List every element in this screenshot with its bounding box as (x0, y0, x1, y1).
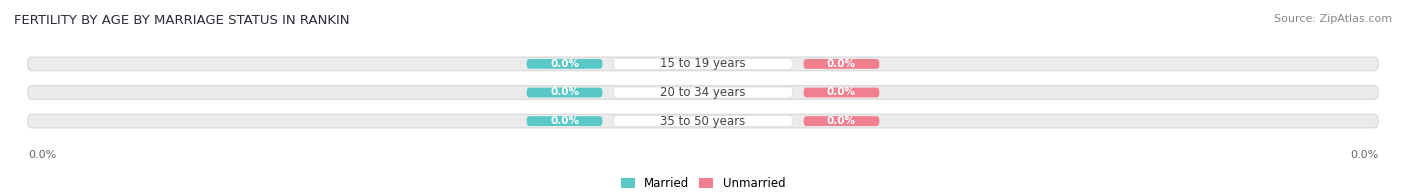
Text: 0.0%: 0.0% (827, 59, 856, 69)
Text: 0.0%: 0.0% (550, 116, 579, 126)
FancyBboxPatch shape (28, 86, 1378, 99)
FancyBboxPatch shape (613, 116, 793, 127)
FancyBboxPatch shape (527, 116, 602, 126)
Text: 0.0%: 0.0% (1350, 150, 1378, 160)
Text: 0.0%: 0.0% (28, 150, 56, 160)
Text: 20 to 34 years: 20 to 34 years (661, 86, 745, 99)
FancyBboxPatch shape (527, 59, 602, 69)
Text: 0.0%: 0.0% (550, 59, 579, 69)
FancyBboxPatch shape (527, 88, 602, 97)
Text: 35 to 50 years: 35 to 50 years (661, 115, 745, 128)
Text: Source: ZipAtlas.com: Source: ZipAtlas.com (1274, 14, 1392, 24)
FancyBboxPatch shape (28, 57, 1378, 71)
Text: 0.0%: 0.0% (827, 87, 856, 97)
FancyBboxPatch shape (613, 87, 793, 98)
Legend: Married, Unmarried: Married, Unmarried (620, 177, 786, 190)
Text: FERTILITY BY AGE BY MARRIAGE STATUS IN RANKIN: FERTILITY BY AGE BY MARRIAGE STATUS IN R… (14, 14, 350, 27)
FancyBboxPatch shape (804, 116, 879, 126)
Text: 0.0%: 0.0% (550, 87, 579, 97)
Text: 15 to 19 years: 15 to 19 years (661, 57, 745, 70)
FancyBboxPatch shape (613, 58, 793, 69)
FancyBboxPatch shape (28, 114, 1378, 128)
FancyBboxPatch shape (804, 59, 879, 69)
FancyBboxPatch shape (804, 88, 879, 97)
Text: 0.0%: 0.0% (827, 116, 856, 126)
